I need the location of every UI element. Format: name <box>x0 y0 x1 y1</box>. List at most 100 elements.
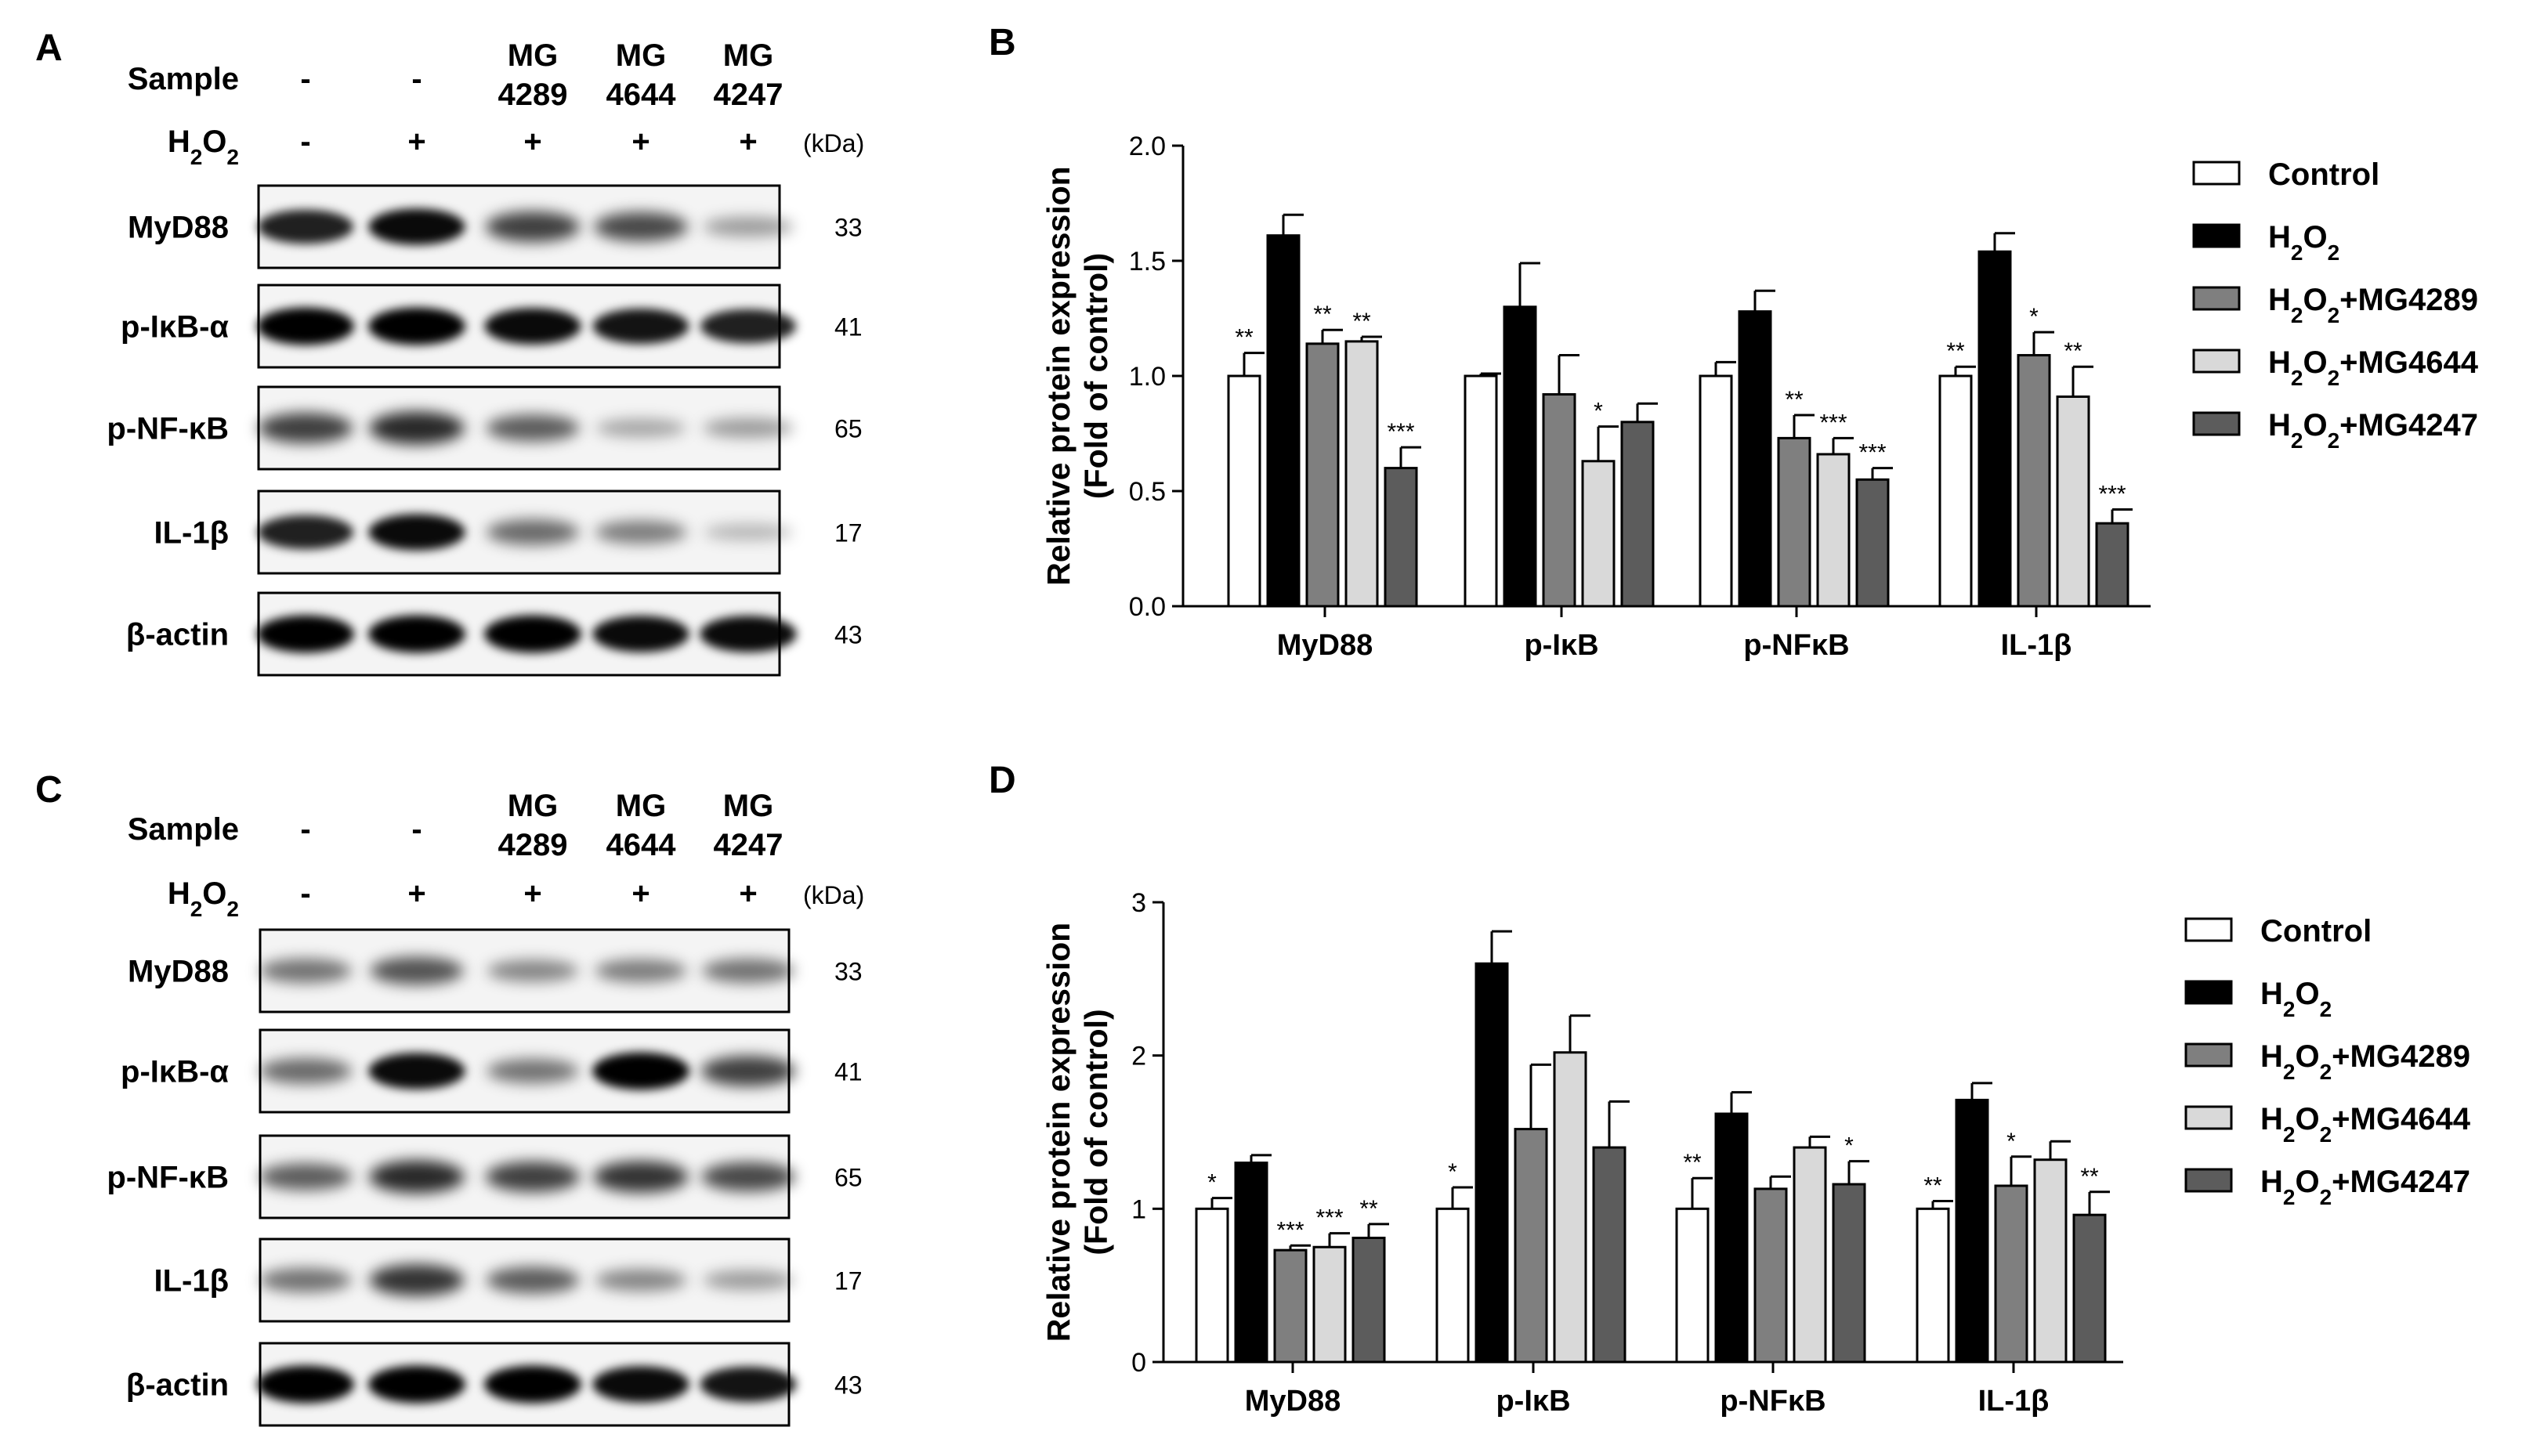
category-group: ********* <box>1227 213 1421 608</box>
blot-band <box>258 413 353 443</box>
legend-item: H2O2+MG4289 <box>2192 283 2478 327</box>
bar <box>2017 354 2051 608</box>
sample-value: - <box>411 812 422 847</box>
h2o2-value: - <box>300 125 310 159</box>
bar <box>1542 393 1576 608</box>
kda-value: 65 <box>834 1164 863 1192</box>
sample-header: Sample <box>128 812 239 847</box>
h2o2-value: + <box>631 876 649 911</box>
blot-row <box>257 591 797 677</box>
x-category-label: p-NFκB <box>1720 1385 1825 1418</box>
blot-band <box>592 1052 689 1090</box>
bar <box>1384 467 1418 608</box>
blot-band <box>485 211 581 242</box>
blot-band <box>701 1162 795 1192</box>
blot-band <box>702 958 794 984</box>
bar <box>1266 234 1301 608</box>
bar <box>1592 1146 1626 1364</box>
significance-label: * <box>1594 399 1603 425</box>
x-category-label: IL-1β <box>1978 1385 2050 1418</box>
legend-item: H2O2+MG4644 <box>2192 345 2479 390</box>
h2o2-value: + <box>407 125 425 159</box>
bar <box>1994 1184 2028 1364</box>
y-axis-title: Relative protein expression(Fold of cont… <box>1040 923 1114 1342</box>
kda-header: (kDa) <box>803 129 864 157</box>
blot-band <box>487 519 579 545</box>
blot-band <box>703 417 794 439</box>
legend-swatch <box>2184 1042 2233 1068</box>
blot-band <box>368 1053 465 1089</box>
blot-row <box>259 1237 794 1323</box>
legend-label: Control <box>2260 914 2372 948</box>
kda-value: 17 <box>834 1267 863 1295</box>
bar <box>1344 340 1379 608</box>
y-tick-label: 1.5 <box>1129 247 1166 276</box>
legend-item: H2O2+MG4247 <box>2192 408 2478 453</box>
sample-value: MG 4644 <box>606 789 677 862</box>
bar <box>1816 453 1851 608</box>
blot-row <box>257 1342 797 1427</box>
y-tick-label: 1.0 <box>1129 362 1166 392</box>
significance-label: *** <box>1276 1217 1304 1243</box>
sample-value: MG 4289 <box>498 38 568 112</box>
y-tick-label: 1 <box>1131 1194 1146 1224</box>
bar <box>1777 436 1811 608</box>
bar <box>1581 460 1616 608</box>
y-tick-label: 3 <box>1131 888 1146 918</box>
blot-band <box>257 615 354 653</box>
bar <box>1273 1248 1308 1364</box>
blot-row <box>257 284 797 369</box>
blot-band <box>259 1267 352 1293</box>
blot-band <box>700 309 797 344</box>
blot-band <box>486 1266 580 1294</box>
blot-band <box>257 307 354 345</box>
bar <box>1227 374 1261 608</box>
y-axis-label: Relative protein expression(Fold of cont… <box>1040 923 1114 1342</box>
bar <box>1464 374 1498 608</box>
x-category-label: p-IκB <box>1496 1385 1570 1418</box>
bar <box>1305 342 1340 608</box>
bar <box>2072 1213 2107 1364</box>
blot-band <box>368 615 465 653</box>
bar-chart-panel-b: 0.0 0.5 1.0 1.5 2.0 Relative protein expressi… <box>1040 132 2479 662</box>
legend-label: H2O2+MG4644 <box>2260 1102 2471 1147</box>
y-tick-label: 0.0 <box>1129 592 1166 622</box>
legend-label: H2O2+MG4644 <box>2268 345 2479 390</box>
y-axis-label: Relative protein expression(Fold of cont… <box>1040 166 1114 585</box>
blot-band <box>595 1269 687 1292</box>
blot-band <box>592 616 689 652</box>
significance-label: *** <box>2098 482 2126 508</box>
bar <box>1955 1098 1989 1364</box>
blot-band <box>595 959 687 983</box>
bar-chart-panel-d: 0 1 2 3 Relative protein expression(Fold of … <box>1040 888 2471 1418</box>
sample-value: MG 4644 <box>606 38 677 112</box>
bar <box>1234 1162 1268 1364</box>
bar <box>1195 1207 1229 1364</box>
sample-value: - <box>300 812 310 847</box>
blot-band <box>700 616 797 652</box>
blot-band <box>257 209 354 244</box>
blot-band <box>368 514 465 551</box>
h2o2-value: + <box>739 125 757 159</box>
bar <box>1435 1207 1470 1364</box>
bar <box>1553 1051 1587 1364</box>
bar <box>1714 1112 1749 1364</box>
blot-band <box>595 418 686 438</box>
western-blot-panel-c: Sample - - MG 4289 MG 4644 MG 4247 H2O2 - + + + + (kDa)… <box>107 789 864 1427</box>
legend-item: Control <box>2184 914 2372 948</box>
h2o2-value: + <box>739 876 757 911</box>
blot-band <box>368 208 465 245</box>
h2o2-header: H2O2 <box>168 876 239 921</box>
significance-label: ** <box>1683 1150 1702 1176</box>
legend-item: H2O2+MG4289 <box>2184 1039 2470 1084</box>
legend-swatch <box>2192 161 2241 186</box>
significance-label: *** <box>1858 440 1886 466</box>
bar <box>1620 421 1655 608</box>
bar <box>1855 478 1890 608</box>
legend-label: H2O2+MG4247 <box>2268 408 2478 453</box>
h2o2-value: + <box>523 125 541 159</box>
legend-label: Control <box>2268 157 2379 192</box>
kda-header: (kDa) <box>803 881 864 909</box>
category-group: ***** <box>1916 1082 2110 1364</box>
bar <box>1503 305 1537 608</box>
